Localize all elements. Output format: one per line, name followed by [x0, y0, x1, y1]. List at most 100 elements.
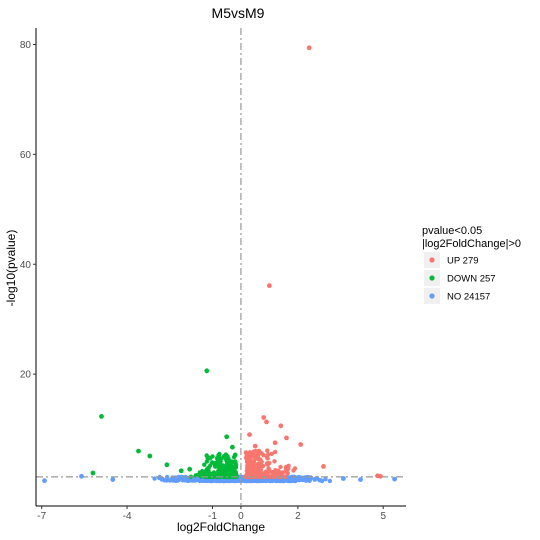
down-point: [227, 459, 232, 464]
x-tick-label: -1: [208, 511, 217, 522]
y-axis-ticks: 20 40 60 80: [20, 40, 36, 381]
no-change-point: [79, 473, 84, 479]
point-cloud: [152, 448, 333, 484]
no-change-point: [212, 478, 217, 483]
down-point: [230, 444, 235, 450]
down-point: [224, 434, 230, 440]
up-point: [247, 464, 252, 469]
y-tick-label: 40: [20, 260, 32, 271]
up-point: [266, 466, 271, 471]
legend-key-dot: [429, 257, 435, 263]
up-point: [265, 448, 270, 453]
x-tick-label: 2: [295, 511, 301, 522]
up-point: [247, 450, 253, 455]
no-change-point: [170, 475, 175, 480]
legend-key-dot: [429, 275, 435, 281]
up-point: [256, 457, 262, 462]
up-point: [259, 451, 264, 456]
down-point: [230, 469, 236, 474]
down-point: [136, 448, 141, 454]
up-point: [247, 432, 252, 437]
legend-entry-label: NO 24157: [447, 292, 490, 303]
y-axis-title: -log10(pvalue): [4, 230, 18, 307]
up-point: [249, 468, 255, 473]
highlighted-points: [42, 45, 397, 484]
up-point: [261, 415, 267, 420]
no-change-point: [242, 478, 248, 483]
down-point: [221, 454, 227, 459]
up-point: [252, 443, 258, 449]
up-point: [265, 462, 271, 467]
up-point: [255, 451, 261, 457]
up-point: [283, 467, 289, 472]
up-point: [272, 459, 277, 464]
no-change-point: [110, 477, 116, 482]
no-change-point: [323, 477, 328, 482]
down-point: [201, 470, 207, 475]
down-point: [187, 466, 193, 472]
up-point: [257, 464, 263, 470]
no-change-point: [289, 477, 294, 483]
up-point: [278, 464, 283, 470]
y-tick-label: 20: [20, 370, 32, 381]
x-tick-label: 0: [238, 511, 244, 522]
up-point: [321, 464, 326, 469]
plot-area: [36, 28, 406, 506]
down-point: [213, 460, 218, 466]
down-point: [90, 470, 96, 476]
down-point: [226, 469, 231, 475]
down-point: [224, 466, 230, 471]
up-point: [284, 435, 289, 441]
down-point: [147, 453, 153, 459]
down-point: [204, 368, 210, 374]
down-point: [212, 464, 218, 469]
down-point: [232, 452, 238, 458]
up-point: [251, 460, 257, 465]
no-change-point: [327, 478, 333, 484]
no-change-point: [312, 476, 318, 482]
up-point: [266, 452, 271, 457]
up-point: [273, 449, 278, 455]
up-point: [256, 461, 261, 466]
legend-entry-label: DOWN 257: [447, 274, 496, 285]
down-point: [233, 459, 238, 464]
legend-entries: UP 279 DOWN 257 NO 24157: [424, 252, 496, 304]
no-change-point: [174, 477, 179, 482]
up-point: [278, 423, 284, 429]
down-point: [99, 414, 104, 419]
down-point: [204, 459, 210, 464]
no-change-point: [358, 477, 363, 482]
down-point: [220, 472, 225, 478]
down-point: [206, 468, 211, 473]
y-tick-label: 80: [20, 40, 32, 51]
no-change-point: [152, 476, 157, 481]
down-point: [217, 465, 222, 470]
no-change-point: [318, 478, 324, 483]
up-point: [285, 470, 290, 476]
down-point: [205, 455, 210, 461]
down-point: [221, 463, 226, 468]
down-point: [218, 456, 224, 462]
down-point: [207, 474, 212, 479]
reference-lines: [36, 28, 406, 506]
up-point: [259, 471, 264, 477]
x-axis-ticks: -7 -4 -1 0 2 5: [37, 506, 386, 522]
no-change-point: [254, 478, 260, 483]
legend-key-dot: [429, 293, 435, 299]
up-point: [378, 473, 383, 479]
y-tick-label: 60: [20, 150, 32, 161]
up-point: [244, 459, 250, 464]
no-change-point: [341, 476, 346, 481]
down-point: [217, 452, 222, 457]
up-point: [298, 442, 304, 447]
x-axis-title: log2FoldChange: [177, 520, 265, 534]
no-change-point: [42, 478, 47, 484]
legend-title-line-2: |log2FoldChange|>0: [422, 238, 521, 250]
up-point: [244, 455, 250, 461]
no-change-point: [302, 476, 307, 481]
up-point: [267, 283, 272, 289]
up-point: [244, 468, 249, 474]
up-point: [245, 473, 251, 479]
no-change-point: [392, 476, 397, 482]
